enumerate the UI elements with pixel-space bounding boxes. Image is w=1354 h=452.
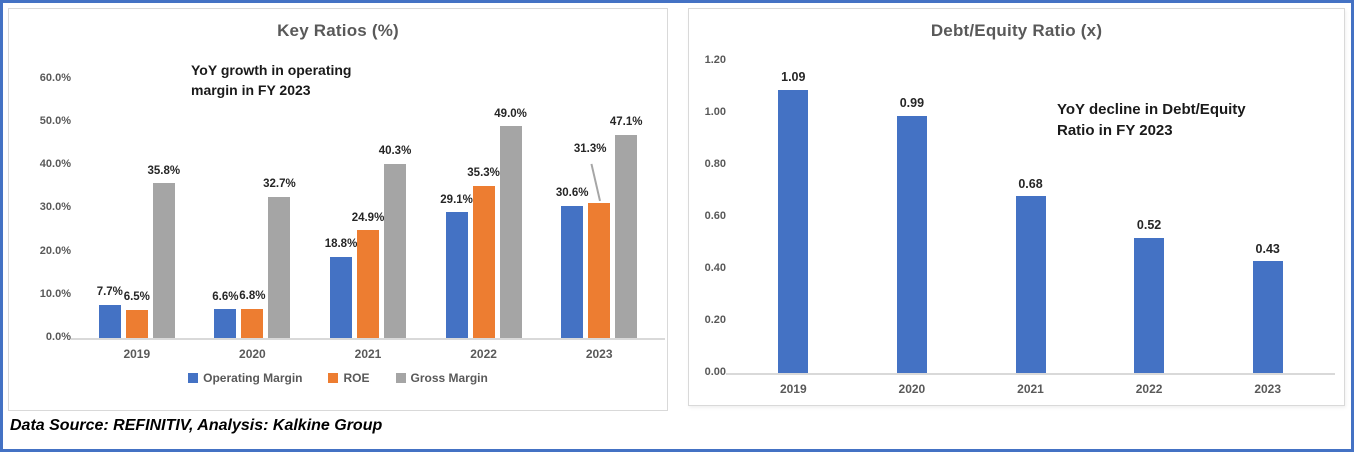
data-label: 24.9% [351,211,385,224]
y-axis-tick-label: 60.0% [39,71,71,84]
x-axis-category-label: 2019 [123,347,151,361]
data-label: 40.3% [378,145,412,158]
data-source-note: Data Source: REFINITIV, Analysis: Kalkin… [10,417,383,434]
x-axis-line [71,338,665,340]
data-label: 0.43 [1255,241,1280,256]
x-axis-category-label: 2023 [585,347,613,361]
legend-swatch-icon [328,373,339,383]
x-axis-category-label: 2022 [1135,382,1163,396]
bar-2022-roe [472,185,495,338]
bar-2021-gross-margin [384,163,406,338]
legend-item-gross-margin: Gross Margin [395,371,488,385]
data-label: 0.68 [1018,176,1043,191]
bar-2023-roe [588,202,611,338]
legend-swatch-icon [188,373,199,383]
x-axis-category-label: 2019 [779,382,807,396]
data-label: 7.7% [96,286,123,299]
y-axis-tick-label: 20.0% [39,244,71,257]
bar-2020-operating-margin [214,309,237,338]
key-ratios-legend: Operating Margin ROE Gross Margin [9,371,667,385]
data-label: 1.09 [781,70,806,85]
key-ratios-chart-title: Key Ratios (%) [277,21,399,40]
data-label: 31.3% [573,142,607,155]
data-label: 30.6% [555,187,589,200]
y-axis-tick-label: 0.40 [704,262,726,274]
bar-2023-debt-equity-ratio [1252,261,1283,373]
y-axis-tick-label: 1.00 [704,106,726,118]
y-axis-tick-label: 0.00 [704,366,726,378]
data-label: 18.8% [324,238,358,251]
bar-2020-debt-equity-ratio [896,115,927,373]
bar-2019-roe [125,309,148,338]
data-label: 6.6% [212,290,239,303]
legend-label: Operating Margin [203,371,303,385]
y-axis-tick-label: 50.0% [39,115,71,127]
x-axis-category-label: 2021 [354,347,382,361]
debt-equity-chart-title: Debt/Equity Ratio (x) [930,21,1103,40]
y-axis-tick-label: 0.0% [45,331,71,343]
legend-item-roe: ROE [328,371,370,385]
legend-item-operating-margin: Operating Margin [188,371,302,385]
bar-2021-operating-margin [330,256,352,338]
data-label: 6.8% [239,290,266,303]
bar-2023-gross-margin [615,134,638,338]
x-axis-category-label: 2020 [239,347,266,361]
x-axis-category-label: 2021 [1017,382,1044,396]
bar-2021-roe [357,230,379,338]
legend-label: ROE [343,371,370,385]
x-axis-category-label: 2020 [898,382,926,396]
data-label: 29.1% [440,193,473,206]
data-label: 6.5% [123,291,150,304]
bar-2019-debt-equity-ratio [778,89,809,373]
x-axis-line [726,373,1335,375]
y-axis-tick-label: 1.20 [704,54,726,66]
x-axis-category-label: 2023 [1254,382,1282,396]
bar-2022-operating-margin [445,212,468,338]
bar-2019-operating-margin [98,304,121,338]
data-label: 47.1% [609,116,643,129]
y-axis-tick-label: 40.0% [39,158,71,171]
y-axis-tick-label: 0.20 [704,314,726,326]
bar-2022-gross-margin [499,126,522,338]
key-ratios-chart-panel: Key Ratios (%) YoY growth in operating m… [8,8,668,411]
data-label: 49.0% [494,107,527,120]
legend-swatch-icon [395,373,406,383]
data-label: 35.3% [467,167,500,179]
bar-2023-operating-margin [561,205,584,338]
data-label: 35.8% [147,164,181,177]
y-axis-tick-label: 0.80 [704,158,726,170]
data-label: 0.99 [899,96,925,111]
key-ratios-annotation: YoY growth in operating margin in FY 202… [191,62,352,98]
debt-equity-chart-panel: Debt/Equity Ratio (x) YoY decline in Deb… [688,8,1345,406]
y-axis-tick-label: 0.60 [704,210,726,222]
key-ratios-plot-area: 0.0% 10.0% 20.0% 30.0% 40.0% 50.0% 60.0% 7.7% 6.… [9,9,667,410]
debt-equity-plot-area: 0.00 0.20 0.40 0.60 0.80 1.00 1.20 1.09 2019 0.99… [689,9,1344,405]
bar-2019-gross-margin [152,183,175,338]
legend-label: Gross Margin [410,371,488,385]
bar-2020-gross-margin [268,196,291,338]
bar-2022-debt-equity-ratio [1134,237,1165,373]
debt-equity-annotation: YoY decline in Debt/Equity Ratio in FY 2… [1057,101,1246,140]
y-axis-tick-label: 10.0% [39,287,71,300]
data-label: 0.52 [1136,218,1162,233]
bar-2020-roe [241,308,264,338]
y-axis-tick-label: 30.0% [39,201,71,214]
bar-2021-debt-equity-ratio [1015,196,1046,373]
x-axis-category-label: 2022 [470,347,497,361]
data-label: 32.7% [263,178,296,191]
